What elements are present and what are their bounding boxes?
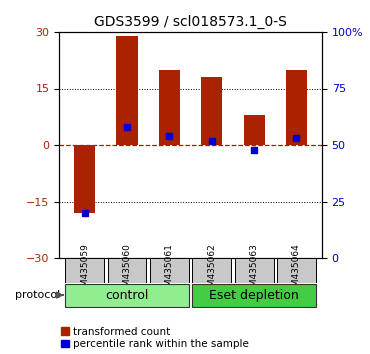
Bar — [201, 77, 222, 145]
Bar — [65, 258, 104, 283]
Text: GSM435061: GSM435061 — [165, 243, 174, 298]
Text: GSM435060: GSM435060 — [122, 243, 131, 298]
Bar — [286, 70, 307, 145]
Bar — [74, 145, 95, 213]
Bar — [108, 258, 147, 283]
Text: GSM435063: GSM435063 — [250, 243, 259, 298]
Text: protocol: protocol — [15, 290, 60, 300]
Bar — [235, 258, 273, 283]
Text: GSM435059: GSM435059 — [80, 243, 89, 298]
Bar — [277, 258, 316, 283]
Bar — [192, 285, 316, 307]
Bar — [65, 285, 189, 307]
Bar — [117, 36, 138, 145]
Text: GSM435064: GSM435064 — [292, 244, 301, 298]
Legend: transformed count, percentile rank within the sample: transformed count, percentile rank withi… — [61, 327, 249, 349]
Text: GSM435062: GSM435062 — [207, 244, 216, 298]
Bar — [150, 258, 189, 283]
Title: GDS3599 / scl018573.1_0-S: GDS3599 / scl018573.1_0-S — [94, 15, 287, 29]
Text: Eset depletion: Eset depletion — [209, 289, 299, 302]
Bar — [243, 115, 265, 145]
Bar — [192, 258, 231, 283]
Text: control: control — [105, 289, 149, 302]
Bar — [159, 70, 180, 145]
